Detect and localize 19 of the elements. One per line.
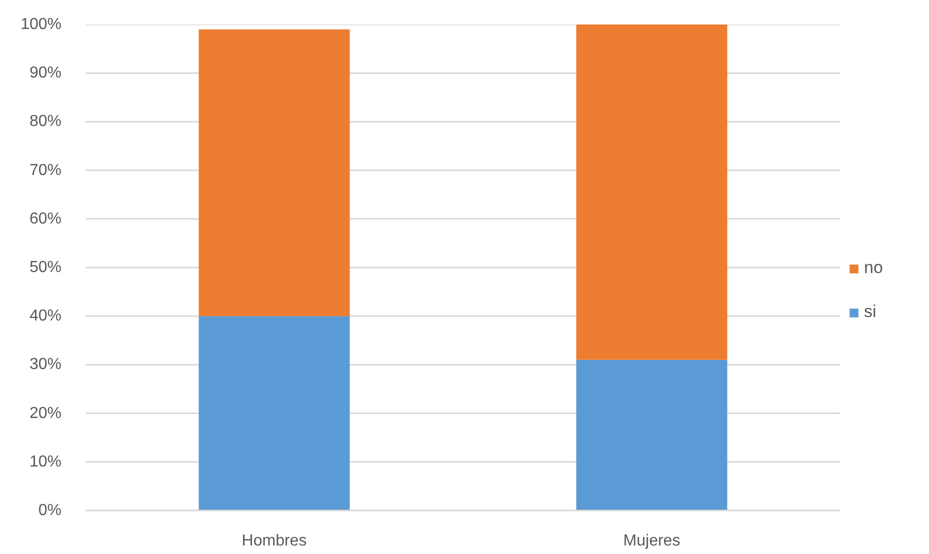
y-tick-label: 30% [29,356,62,374]
legend-label: no [864,258,884,278]
y-tick-label: 60% [29,210,62,228]
y-tick-label: 40% [29,308,62,325]
y-tick-label: 100% [20,16,62,33]
y-tick-label: 10% [29,453,62,470]
y-tick-label: 80% [29,113,62,130]
legend-label: si [864,302,878,322]
y-tick-label: 70% [29,162,62,179]
bar [198,316,350,510]
x-tick-label: Hombres [242,532,307,550]
y-tick-label: 20% [29,404,62,422]
y-tick-label: 0% [38,502,62,519]
bar [576,360,728,510]
bar [198,29,350,316]
y-tick-label: 50% [29,259,62,276]
bar [576,24,728,360]
y-tick-label: 90% [29,64,62,82]
x-tick-label: Mujeres [623,532,680,550]
